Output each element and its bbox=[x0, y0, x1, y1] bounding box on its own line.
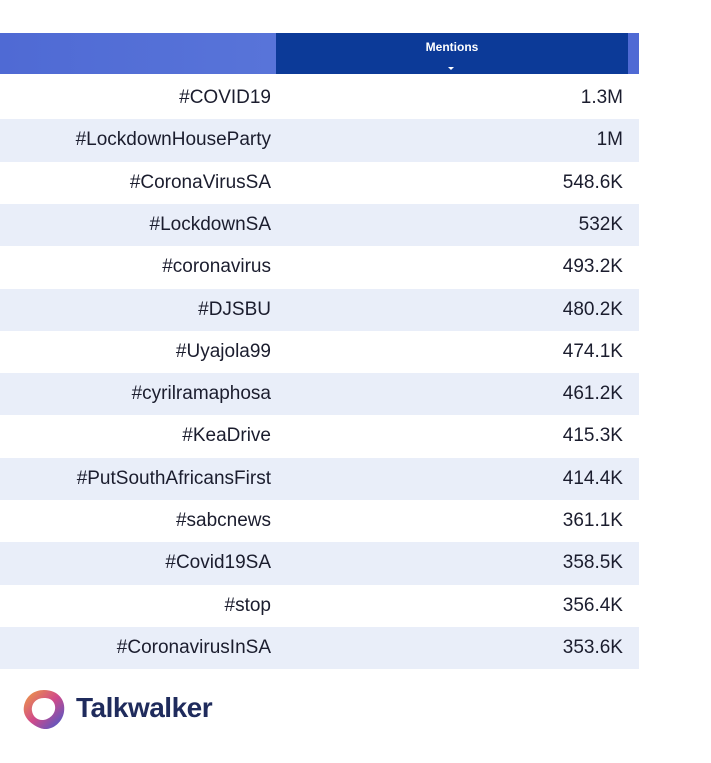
mentions: 474.1K bbox=[562, 340, 623, 362]
hashtag: #PutSouthAfricansFirst bbox=[76, 467, 271, 489]
table-row: #CoronaVirusSA 548.6K bbox=[0, 162, 639, 204]
mentions: 548.6K bbox=[562, 171, 623, 193]
mentions: 532K bbox=[578, 213, 623, 235]
table-row: #LockdownHouseParty 1M bbox=[0, 119, 639, 162]
hashtag: #coronavirus bbox=[162, 256, 271, 278]
table-row: #KeaDrive 415.3K bbox=[0, 415, 639, 457]
table-row: #PutSouthAfricansFirst 414.4K bbox=[0, 457, 639, 500]
hashtag: #LockdownSA bbox=[149, 213, 271, 235]
table-row: #stop 356.4K bbox=[0, 585, 639, 627]
header-cell bbox=[0, 33, 276, 74]
table-row: #COVID19 1.3M bbox=[0, 77, 639, 119]
hashtag: #stop bbox=[224, 594, 271, 616]
hashtag: #KeaDrive bbox=[182, 425, 271, 447]
mentions: 461.2K bbox=[562, 383, 623, 405]
hashtag: #LockdownHouseParty bbox=[75, 129, 271, 151]
column-header[interactable]: Mentions bbox=[276, 33, 628, 74]
hashtag: #CoronaVirusSA bbox=[129, 171, 271, 193]
logo-text: Talkwalker bbox=[76, 692, 213, 723]
header-strip bbox=[628, 33, 639, 74]
mentions: 414.4K bbox=[562, 467, 623, 489]
mentions: 415.3K bbox=[562, 425, 623, 447]
sort-arrow bbox=[448, 67, 454, 70]
mentions: 353.6K bbox=[562, 636, 623, 658]
table-row: #coronavirus 493.2K bbox=[0, 246, 639, 288]
hashtag: #DJSBU bbox=[198, 298, 271, 320]
hashtag: #Uyajola99 bbox=[175, 340, 271, 362]
mentions: 1M bbox=[596, 129, 623, 151]
mentions: 358.5K bbox=[562, 552, 623, 574]
table-row: #LockdownSA 532K bbox=[0, 203, 639, 247]
table-row: #cyrilramaphosa 461.2K bbox=[0, 373, 639, 416]
mentions: 493.2K bbox=[562, 256, 623, 278]
table-row: #DJSBU 480.2K bbox=[0, 288, 639, 331]
hashtag: #Covid19SA bbox=[165, 552, 271, 574]
table-row: #Covid19SA 358.5K bbox=[0, 542, 639, 585]
hashtag: #CoronavirusInSA bbox=[116, 636, 271, 658]
table-row: #Uyajola99 474.1K bbox=[0, 331, 639, 373]
hashtag: #cyrilramaphosa bbox=[131, 383, 271, 405]
hashtag: #sabcnews bbox=[175, 510, 271, 531]
mentions: 1.3M bbox=[580, 87, 623, 108]
table-row: #sabcnews 361.1K bbox=[0, 500, 639, 542]
logo-icon bbox=[23, 690, 65, 730]
mentions: 361.1K bbox=[562, 510, 623, 531]
mentions: 356.4K bbox=[562, 594, 623, 616]
column-header-text: Mentions bbox=[425, 40, 479, 54]
mentions: 480.2K bbox=[562, 298, 623, 320]
table-row: #CoronavirusInSA 353.6K bbox=[0, 626, 639, 670]
hashtag: #COVID19 bbox=[179, 87, 271, 108]
